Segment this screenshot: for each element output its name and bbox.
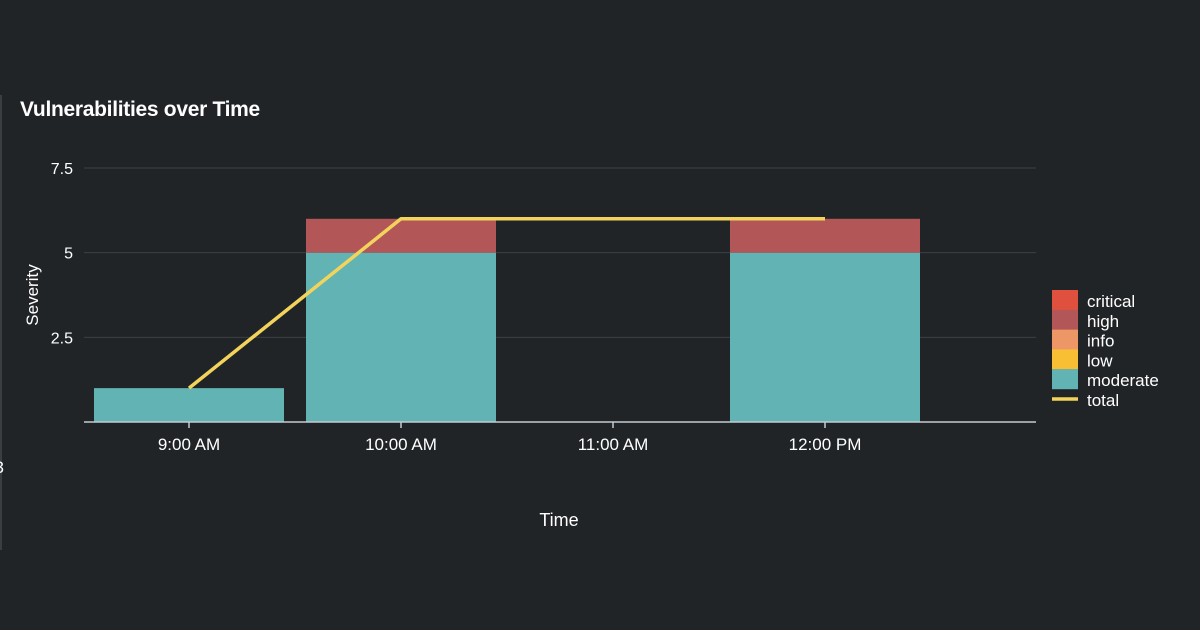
bar-high-3[interactable]	[730, 218, 920, 253]
legend-swatch-info	[1052, 329, 1078, 350]
legend-swatch-high	[1052, 309, 1078, 330]
x-tick-label: 12:00 PM	[789, 435, 862, 454]
legend-label-low[interactable]: low	[1087, 351, 1113, 370]
y-axis-ticks: 7.5 5 2.5	[51, 161, 73, 347]
legend-swatch-low	[1052, 349, 1078, 370]
bars	[94, 218, 920, 422]
legend-swatch-moderate	[1052, 369, 1078, 390]
legend-label-critical[interactable]: critical	[1087, 292, 1135, 311]
total-line-layer	[187, 217, 825, 390]
x-tick-label: 10:00 AM	[365, 435, 437, 454]
x-tick-label: 9:00 AM	[158, 435, 220, 454]
legend-label-total[interactable]: total	[1087, 391, 1119, 410]
total-line[interactable]	[187, 217, 825, 390]
chart-title: Vulnerabilities over Time	[20, 98, 260, 121]
x-tick-label: 11:00 AM	[578, 435, 649, 454]
bar-moderate-1[interactable]	[306, 252, 496, 422]
legend-label-moderate[interactable]: moderate	[1087, 371, 1159, 390]
y-tick-label: 2.5	[51, 330, 73, 347]
panel-left-edge	[0, 95, 2, 550]
y-tick-label: 5	[64, 246, 73, 263]
bar-high-1[interactable]	[306, 218, 496, 253]
legend-label-info[interactable]: info	[1087, 332, 1114, 351]
x-tick-label-first: n Apr 3	[0, 458, 4, 477]
y-axis-label: Severity	[23, 264, 42, 326]
y-tick-label: 7.5	[51, 161, 73, 178]
bar-moderate-0[interactable]	[94, 388, 284, 422]
bar-moderate-3[interactable]	[730, 252, 920, 422]
x-axis-label: Time	[539, 510, 578, 530]
x-axis	[84, 421, 1036, 428]
legend-swatch-critical	[1052, 290, 1078, 310]
legend-label-high[interactable]: high	[1087, 312, 1119, 331]
